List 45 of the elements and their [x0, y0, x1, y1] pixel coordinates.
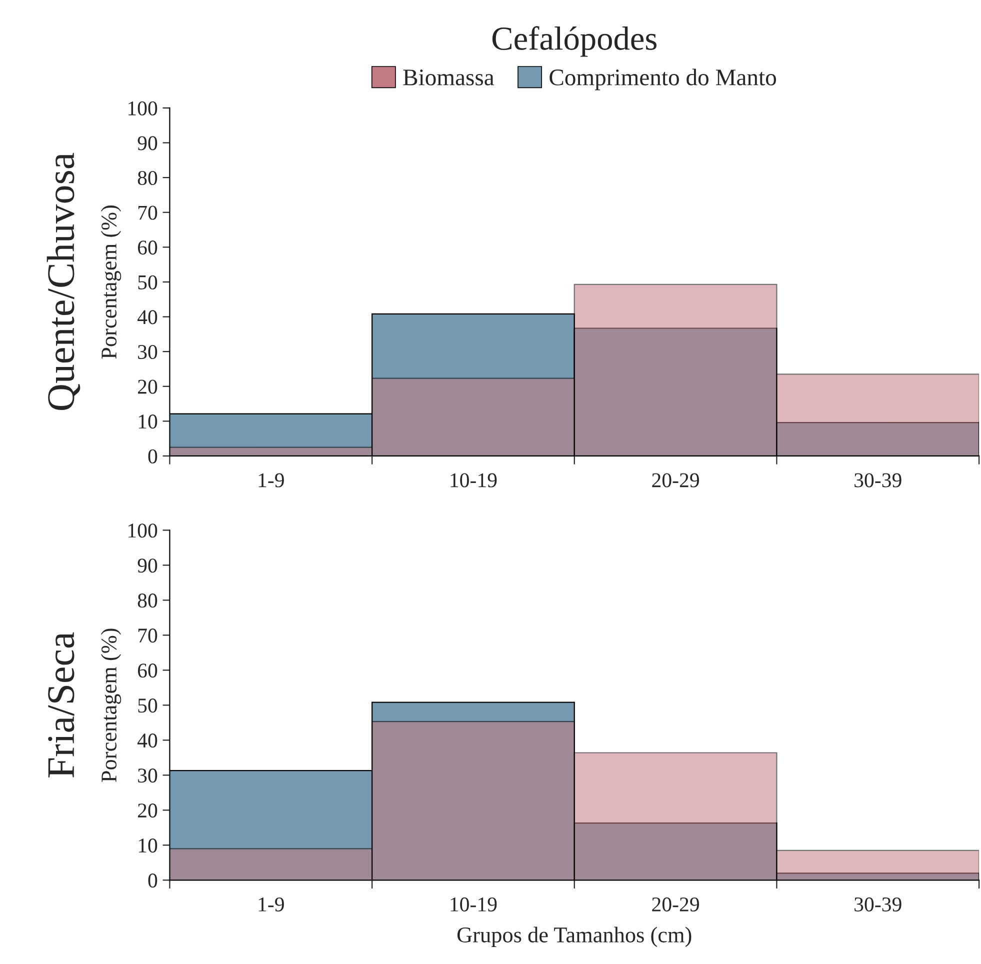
y-axis-title: Porcentagem (%) [100, 628, 122, 782]
y-tick-label: 10 [138, 838, 158, 853]
x-tick-label: 20-29 [652, 897, 699, 912]
bar [574, 284, 778, 456]
y-tick-label: 80 [138, 594, 158, 608]
y-tick-label: 40 [137, 734, 158, 748]
x-tick-label: 20-29 [652, 473, 699, 488]
y-tick-label: 0 [148, 874, 158, 888]
y-tick-label: 20 [138, 804, 158, 818]
y-tick-label: 70 [138, 206, 158, 220]
y-tick-label: 30 [138, 768, 158, 783]
x-tick-label: 10-19 [450, 897, 497, 912]
y-tick-label: 20 [138, 380, 158, 394]
y-tick-label: 90 [138, 558, 158, 573]
legend-label: Comprimento do Manto [550, 68, 776, 90]
x-tick-label: 1-9 [258, 897, 284, 912]
x-axis-title: Grupos de Tamanhos (cm) [457, 926, 692, 947]
bar [574, 752, 778, 880]
y-tick-label: 50 [138, 275, 158, 290]
chart-title: Cefalópodes [492, 26, 656, 57]
y-tick-label: 80 [138, 170, 158, 185]
bar [170, 848, 373, 880]
y-tick-label: 50 [138, 698, 158, 713]
y-tick-label: 70 [138, 628, 158, 643]
bar [776, 374, 980, 456]
text: Fria/Seca [48, 632, 74, 778]
y-tick-label: 100 [128, 524, 158, 538]
y-tick-label: 40 [137, 310, 158, 324]
y-tick-label: 10 [138, 414, 158, 429]
y-tick-label: 0 [148, 449, 158, 464]
y-tick-label: 90 [138, 136, 158, 150]
bar [371, 378, 575, 456]
x-tick-label: 10-19 [450, 473, 497, 488]
x-tick-label: 30-39 [854, 897, 902, 912]
x-tick-label: 1-9 [258, 473, 284, 488]
y-axis-title: Porcentagem (%) [100, 206, 122, 359]
y-tick-label: 30 [138, 344, 158, 360]
x-tick-label: 30-39 [854, 473, 902, 488]
bar [776, 850, 980, 880]
y-tick-label: 60 [138, 664, 158, 678]
y-tick-label: 100 [128, 101, 158, 116]
legend-label: Biomassa [403, 70, 494, 86]
bar [170, 446, 373, 456]
text: Quente/Chuvosa [46, 152, 80, 410]
y-tick-label: 60 [138, 240, 158, 255]
